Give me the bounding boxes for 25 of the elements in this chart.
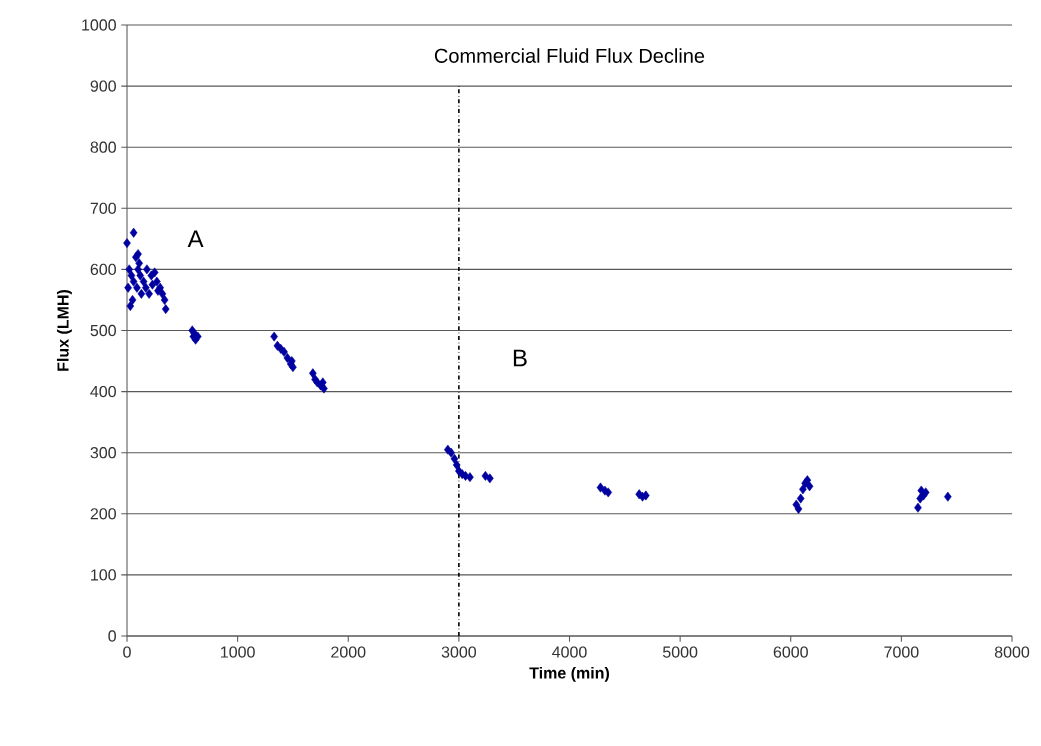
x-tick-label: 6000 — [773, 646, 808, 658]
text: Commercial Fluid Flux Decline — [434, 48, 705, 63]
x-tick-label: 7000 — [884, 646, 919, 658]
y-axis-title: Flux (LMH) — [56, 289, 72, 371]
annotation: A — [187, 230, 204, 248]
y-tick-label: 100 — [91, 569, 116, 581]
x-tick-label: 1000 — [221, 646, 255, 658]
x-tick-label: 2000 — [331, 646, 366, 658]
x-tick-label: 5000 — [662, 646, 698, 658]
y-tick-label: 800 — [90, 141, 116, 153]
y-tick-label: 200 — [90, 508, 116, 520]
y-tick-label: 700 — [90, 202, 116, 214]
y-tick-label: 300 — [90, 447, 116, 459]
y-tick-label: 900 — [90, 80, 116, 92]
x-tick-label: 8000 — [994, 646, 1030, 658]
x-tick-label: 4000 — [552, 646, 587, 658]
y-tick-label: 500 — [90, 324, 116, 337]
x-tick-label: 3000 — [441, 646, 477, 658]
annotation: B — [513, 349, 527, 367]
y-tick-label: 400 — [90, 385, 116, 398]
y-tick-label: 600 — [90, 263, 116, 276]
x-tick-label: 0 — [123, 646, 131, 658]
y-tick-label: 0 — [108, 630, 116, 642]
y-tick-label: 1000 — [82, 19, 116, 31]
x-axis-title: Time (min) — [529, 666, 610, 682]
